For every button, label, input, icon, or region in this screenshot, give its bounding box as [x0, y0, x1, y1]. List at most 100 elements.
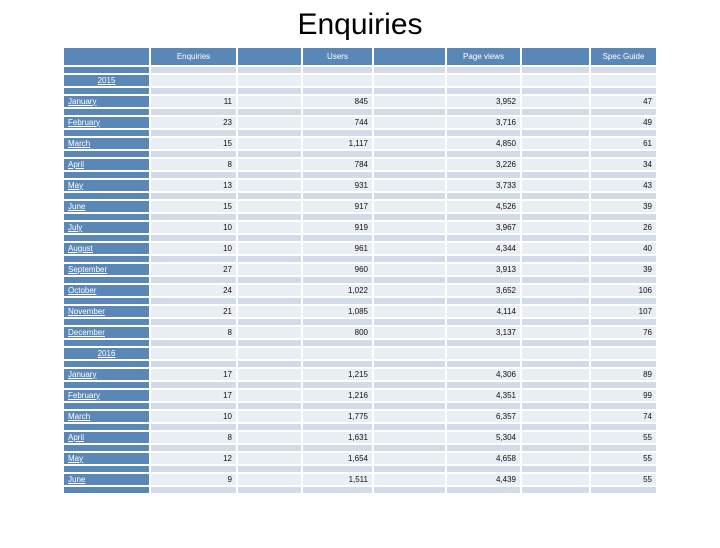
separator-cell: [303, 361, 372, 367]
enquiries-value: 8: [151, 432, 236, 443]
page-views-value: 4,351: [447, 390, 520, 401]
separator-cell: [151, 298, 236, 304]
year-cell[interactable]: 2015: [64, 75, 149, 86]
separator-cell: [374, 340, 445, 346]
users-value: 845: [303, 96, 372, 107]
separator-cell: [238, 445, 301, 451]
separator-cell: [374, 487, 445, 493]
spec-guide-value: 61: [591, 138, 656, 149]
users-value: 784: [303, 159, 372, 170]
spec-guide-value: 49: [591, 117, 656, 128]
spacer-cell: [238, 180, 301, 191]
row-label-header: [64, 48, 149, 65]
separator-label-cell: [64, 193, 149, 199]
spacer-cell: [238, 453, 301, 464]
separator-cell: [591, 445, 656, 451]
separator-cell: [151, 403, 236, 409]
table-body: 2015 January 11 845 3,952 47 February 23 744 3,71…: [64, 67, 656, 493]
separator-label-cell: [64, 319, 149, 325]
separator-cell: [447, 193, 520, 199]
separator-cell: [522, 487, 589, 493]
month-cell[interactable]: May: [64, 180, 149, 191]
spec-guide-value: 106: [591, 285, 656, 296]
month-cell[interactable]: January: [64, 96, 149, 107]
separator-cell: [374, 361, 445, 367]
month-cell[interactable]: April: [64, 432, 149, 443]
separator-cell: [522, 466, 589, 472]
separator-cell: [303, 277, 372, 283]
month-cell[interactable]: September: [64, 264, 149, 275]
users-value: 1,631: [303, 432, 372, 443]
separator-row: [64, 256, 656, 262]
enquiries-value: 10: [151, 222, 236, 233]
empty-cell: [303, 75, 372, 86]
month-cell[interactable]: February: [64, 390, 149, 401]
month-cell[interactable]: March: [64, 411, 149, 422]
separator-cell: [303, 67, 372, 73]
enquiries-value: 10: [151, 411, 236, 422]
month-cell[interactable]: December: [64, 327, 149, 338]
separator-label-cell: [64, 487, 149, 493]
month-cell[interactable]: February: [64, 117, 149, 128]
separator-cell: [447, 424, 520, 430]
separator-cell: [374, 172, 445, 178]
separator-cell: [522, 235, 589, 241]
spacer-cell: [522, 432, 589, 443]
enquiries-value: 9: [151, 474, 236, 485]
page-views-value: 4,526: [447, 201, 520, 212]
month-cell[interactable]: January: [64, 369, 149, 380]
enquiries-value: 8: [151, 327, 236, 338]
month-cell[interactable]: November: [64, 306, 149, 317]
month-cell[interactable]: August: [64, 243, 149, 254]
separator-cell: [591, 151, 656, 157]
separator-label-cell: [64, 151, 149, 157]
year-cell[interactable]: 2016: [64, 348, 149, 359]
separator-cell: [522, 277, 589, 283]
spacer-cell: [522, 264, 589, 275]
spec-guide-value: 43: [591, 180, 656, 191]
users-value: 919: [303, 222, 372, 233]
separator-row: [64, 361, 656, 367]
separator-cell: [303, 172, 372, 178]
users-value: 800: [303, 327, 372, 338]
month-cell[interactable]: June: [64, 201, 149, 212]
month-cell[interactable]: March: [64, 138, 149, 149]
separator-cell: [151, 445, 236, 451]
month-data-row: April 8 1,631 5,304 55: [64, 432, 656, 443]
enquiries-value: 11: [151, 96, 236, 107]
page-views-value: 3,137: [447, 327, 520, 338]
separator-label-cell: [64, 298, 149, 304]
separator-cell: [591, 109, 656, 115]
month-data-row: March 15 1,117 4,850 61: [64, 138, 656, 149]
spacer-cell: [522, 138, 589, 149]
empty-cell: [303, 348, 372, 359]
spacer-cell: [238, 369, 301, 380]
month-cell[interactable]: July: [64, 222, 149, 233]
separator-cell: [238, 424, 301, 430]
month-cell[interactable]: May: [64, 453, 149, 464]
separator-cell: [447, 466, 520, 472]
separator-label-cell: [64, 340, 149, 346]
separator-cell: [151, 340, 236, 346]
spacer-cell: [374, 306, 445, 317]
month-cell[interactable]: June: [64, 474, 149, 485]
page-views-value: 6,357: [447, 411, 520, 422]
spacer-cell: [522, 306, 589, 317]
separator-cell: [303, 403, 372, 409]
separator-label-cell: [64, 172, 149, 178]
separator-cell: [522, 382, 589, 388]
month-cell[interactable]: April: [64, 159, 149, 170]
separator-cell: [374, 67, 445, 73]
separator-row: [64, 67, 656, 73]
enquiries-value: 13: [151, 180, 236, 191]
month-data-row: January 17 1,215 4,306 89: [64, 369, 656, 380]
month-data-row: June 9 1,511 4,439 55: [64, 474, 656, 485]
month-data-row: May 12 1,654 4,658 55: [64, 453, 656, 464]
year-row: 2015: [64, 75, 656, 86]
separator-row: [64, 193, 656, 199]
separator-cell: [151, 151, 236, 157]
separator-cell: [447, 130, 520, 136]
month-cell[interactable]: October: [64, 285, 149, 296]
separator-label-cell: [64, 256, 149, 262]
separator-row: [64, 214, 656, 220]
